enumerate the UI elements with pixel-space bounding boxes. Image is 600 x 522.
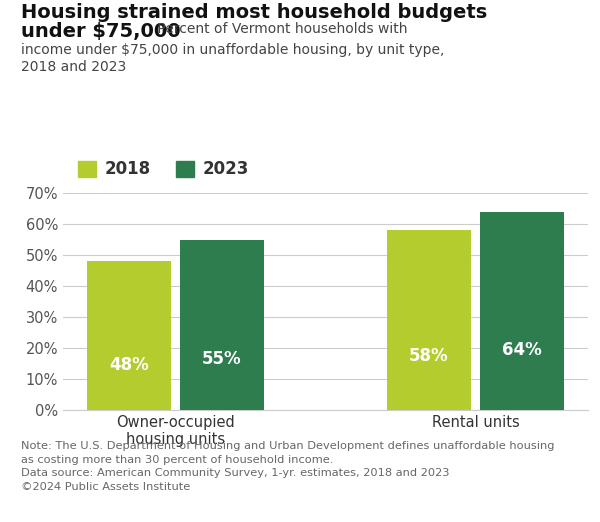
Text: 48%: 48% — [109, 356, 149, 374]
Text: Percent of Vermont households with: Percent of Vermont households with — [153, 22, 407, 36]
Bar — [87, 261, 171, 410]
Text: Housing strained most household budgets: Housing strained most household budgets — [21, 3, 487, 21]
Bar — [180, 240, 264, 410]
Text: 55%: 55% — [202, 350, 242, 367]
Text: 2018 and 2023: 2018 and 2023 — [21, 60, 126, 74]
Text: Note: The U.S. Department of Housing and Urban Development defines unaffordable : Note: The U.S. Department of Housing and… — [21, 441, 554, 492]
Text: under $75,000: under $75,000 — [21, 22, 181, 41]
Legend: 2018, 2023: 2018, 2023 — [71, 154, 256, 185]
Bar — [387, 230, 471, 410]
Text: 58%: 58% — [409, 347, 449, 365]
Text: 64%: 64% — [502, 341, 542, 359]
Bar — [480, 212, 564, 410]
Text: income under $75,000 in unaffordable housing, by unit type,: income under $75,000 in unaffordable hou… — [21, 43, 445, 57]
